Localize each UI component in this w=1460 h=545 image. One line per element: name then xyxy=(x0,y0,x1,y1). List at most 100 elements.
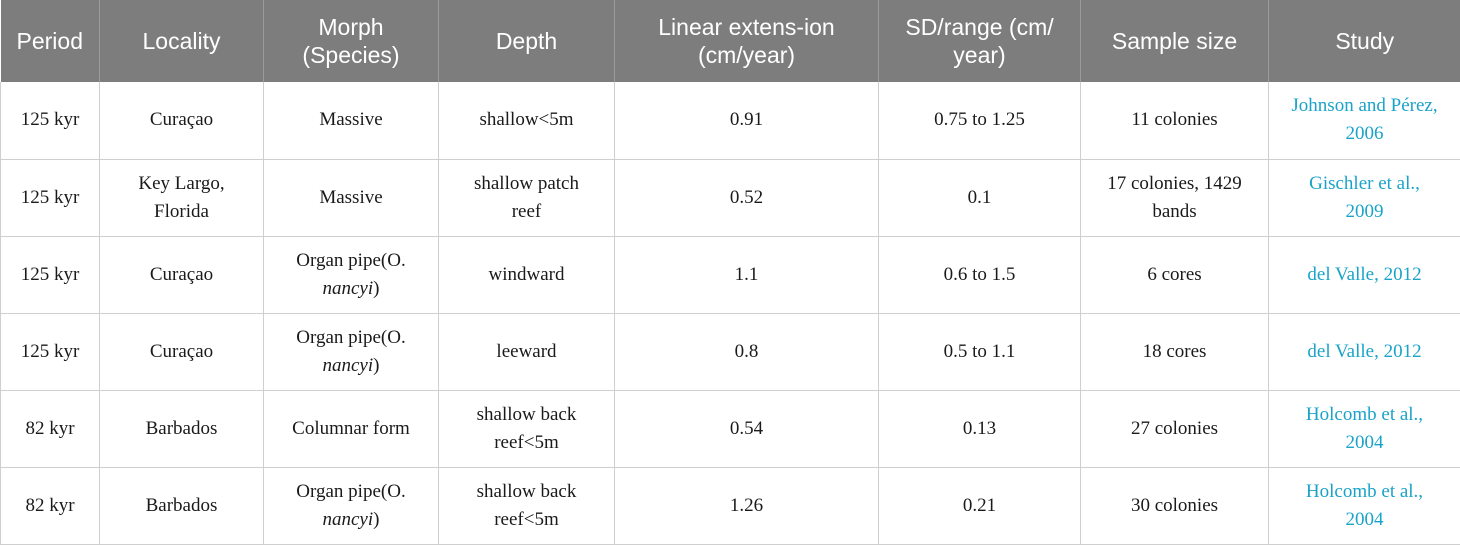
cell-morph: Organ pipe(O.nancyi) xyxy=(264,236,439,313)
table-header: Period Locality Morph (Species) Depth Li… xyxy=(1,0,1460,82)
depth-line: reef<5m xyxy=(447,506,606,534)
cell-locality: Curaçao xyxy=(100,82,264,159)
cell-linear-extension: 0.8 xyxy=(615,313,879,390)
cell-linear-extension: 1.26 xyxy=(615,467,879,544)
cell-depth: leeward xyxy=(439,313,615,390)
header-linear-line: (cm/year) xyxy=(623,41,870,69)
study-link-line: Johnson and Pérez, xyxy=(1277,92,1452,120)
cell-sample-size: 18 cores xyxy=(1081,313,1269,390)
study-link[interactable]: del Valle, 2012 xyxy=(1269,313,1460,390)
cell-locality: Barbados xyxy=(100,467,264,544)
cell-sd-range: 0.75 to 1.25 xyxy=(879,82,1081,159)
morph-species-line: nancyi) xyxy=(272,275,430,303)
study-link[interactable]: del Valle, 2012 xyxy=(1269,236,1460,313)
cell-sd-range: 0.1 xyxy=(879,159,1081,236)
header-morph-line: (Species) xyxy=(272,41,430,69)
sample-line: 17 colonies, 1429 xyxy=(1089,170,1260,198)
header-linear-extension: Linear extens-ion (cm/year) xyxy=(615,0,879,82)
depth-line: reef xyxy=(447,198,606,226)
depth-line: shallow<5m xyxy=(447,106,606,134)
cell-linear-extension: 1.1 xyxy=(615,236,879,313)
cell-locality: Curaçao xyxy=(100,236,264,313)
cell-period: 82 kyr xyxy=(1,390,100,467)
cell-sample-size: 27 colonies xyxy=(1081,390,1269,467)
study-link-line: 2004 xyxy=(1277,429,1452,457)
locality-line: Key Largo, xyxy=(108,170,255,198)
study-link[interactable]: Holcomb et al.,2004 xyxy=(1269,467,1460,544)
morph-line: Massive xyxy=(272,184,430,212)
cell-linear-extension: 0.91 xyxy=(615,82,879,159)
morph-line: Organ pipe(O. xyxy=(272,247,430,275)
locality-line: Curaçao xyxy=(108,261,255,289)
morph-species-post: ) xyxy=(373,509,379,530)
study-link-line: 2006 xyxy=(1277,120,1452,148)
locality-line: Curaçao xyxy=(108,338,255,366)
morph-species-post: ) xyxy=(373,278,379,299)
study-link-line: del Valle, 2012 xyxy=(1277,261,1452,289)
cell-morph: Organ pipe(O.nancyi) xyxy=(264,313,439,390)
cell-locality: Key Largo,Florida xyxy=(100,159,264,236)
study-link[interactable]: Holcomb et al.,2004 xyxy=(1269,390,1460,467)
cell-morph: Organ pipe(O.nancyi) xyxy=(264,467,439,544)
study-link[interactable]: Johnson and Pérez,2006 xyxy=(1269,82,1460,159)
study-link-line: 2009 xyxy=(1277,198,1452,226)
depth-line: windward xyxy=(447,261,606,289)
cell-sd-range: 0.21 xyxy=(879,467,1081,544)
sample-line: 18 cores xyxy=(1089,338,1260,366)
header-depth: Depth xyxy=(439,0,615,82)
cell-sd-range: 0.13 xyxy=(879,390,1081,467)
header-locality: Locality xyxy=(100,0,264,82)
cell-locality: Curaçao xyxy=(100,313,264,390)
depth-line: shallow back xyxy=(447,478,606,506)
header-sample-size: Sample size xyxy=(1081,0,1269,82)
locality-line: Barbados xyxy=(108,492,255,520)
sample-line: 11 colonies xyxy=(1089,106,1260,134)
cell-sample-size: 30 colonies xyxy=(1081,467,1269,544)
study-link[interactable]: Gischler et al.,2009 xyxy=(1269,159,1460,236)
header-sd-line: SD/range (cm/ xyxy=(887,13,1072,41)
study-link-line: Gischler et al., xyxy=(1277,170,1452,198)
header-morph: Morph (Species) xyxy=(264,0,439,82)
morph-species-name: nancyi xyxy=(323,355,374,376)
cell-depth: windward xyxy=(439,236,615,313)
locality-line: Barbados xyxy=(108,415,255,443)
morph-line: Organ pipe(O. xyxy=(272,324,430,352)
cell-linear-extension: 0.54 xyxy=(615,390,879,467)
morph-line: Organ pipe(O. xyxy=(272,478,430,506)
cell-sample-size: 6 cores xyxy=(1081,236,1269,313)
cell-period: 125 kyr xyxy=(1,313,100,390)
depth-line: reef<5m xyxy=(447,429,606,457)
cell-period: 125 kyr xyxy=(1,236,100,313)
sample-line: 27 colonies xyxy=(1089,415,1260,443)
cell-sample-size: 11 colonies xyxy=(1081,82,1269,159)
study-link-line: Holcomb et al., xyxy=(1277,401,1452,429)
morph-line: Columnar form xyxy=(272,415,430,443)
morph-species-name: nancyi xyxy=(323,278,374,299)
cell-period: 125 kyr xyxy=(1,159,100,236)
study-link-line: del Valle, 2012 xyxy=(1277,338,1452,366)
morph-species-line: nancyi) xyxy=(272,506,430,534)
cell-period: 125 kyr xyxy=(1,82,100,159)
depth-line: shallow patch xyxy=(447,170,606,198)
header-sd-range: SD/range (cm/ year) xyxy=(879,0,1081,82)
depth-line: leeward xyxy=(447,338,606,366)
sample-line: 30 colonies xyxy=(1089,492,1260,520)
header-row: Period Locality Morph (Species) Depth Li… xyxy=(1,0,1460,82)
cell-morph: Massive xyxy=(264,159,439,236)
cell-morph: Massive xyxy=(264,82,439,159)
cell-depth: shallow<5m xyxy=(439,82,615,159)
study-link-line: 2004 xyxy=(1277,506,1452,534)
study-link-line: Holcomb et al., xyxy=(1277,478,1452,506)
cell-sd-range: 0.6 to 1.5 xyxy=(879,236,1081,313)
locality-line: Curaçao xyxy=(108,106,255,134)
